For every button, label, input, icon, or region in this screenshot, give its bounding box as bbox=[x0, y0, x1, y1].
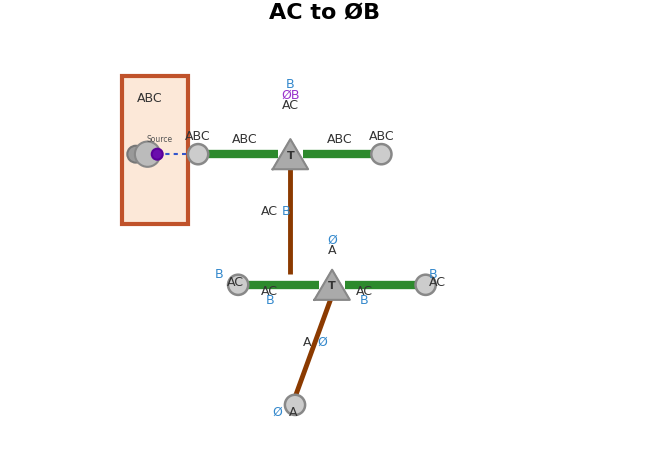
Title: AC to ØB: AC to ØB bbox=[269, 3, 380, 23]
Text: AC: AC bbox=[282, 99, 299, 112]
Text: AC: AC bbox=[227, 276, 244, 289]
Text: Ø: Ø bbox=[327, 234, 337, 247]
Text: ABC: ABC bbox=[185, 129, 211, 143]
Text: B: B bbox=[215, 268, 223, 281]
Circle shape bbox=[188, 144, 208, 164]
Text: A: A bbox=[289, 406, 297, 419]
Text: A: A bbox=[328, 244, 336, 257]
Text: ABC: ABC bbox=[369, 129, 394, 143]
Text: B: B bbox=[360, 294, 369, 307]
Text: B: B bbox=[265, 294, 274, 307]
Polygon shape bbox=[273, 139, 308, 169]
Text: AC: AC bbox=[262, 205, 278, 217]
FancyBboxPatch shape bbox=[122, 76, 188, 224]
Text: B: B bbox=[286, 78, 295, 91]
Text: B: B bbox=[429, 268, 437, 281]
Text: T: T bbox=[328, 281, 336, 291]
Text: ØB: ØB bbox=[281, 89, 300, 102]
Circle shape bbox=[127, 146, 144, 163]
Text: ABC: ABC bbox=[232, 133, 257, 146]
Text: B: B bbox=[282, 205, 290, 217]
Text: AC: AC bbox=[429, 276, 446, 289]
Text: ABC: ABC bbox=[326, 133, 352, 146]
Text: Ø: Ø bbox=[317, 336, 327, 349]
Text: A: A bbox=[303, 336, 312, 349]
Text: AC: AC bbox=[262, 286, 278, 298]
Text: Source: Source bbox=[147, 134, 173, 143]
Circle shape bbox=[152, 149, 163, 160]
Circle shape bbox=[135, 142, 160, 167]
Circle shape bbox=[371, 144, 391, 164]
Circle shape bbox=[228, 275, 248, 295]
Polygon shape bbox=[314, 270, 350, 300]
Text: Ø: Ø bbox=[273, 406, 282, 419]
Text: ABC: ABC bbox=[137, 92, 163, 104]
Text: T: T bbox=[286, 151, 294, 161]
Circle shape bbox=[285, 395, 305, 415]
Circle shape bbox=[415, 275, 435, 295]
Text: AC: AC bbox=[356, 286, 373, 298]
